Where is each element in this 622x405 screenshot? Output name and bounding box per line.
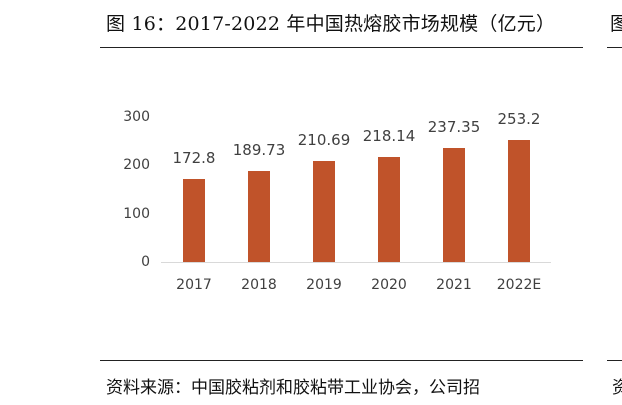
title-rule-right [607, 47, 622, 48]
title-rule [100, 47, 583, 48]
value-label: 189.73 [232, 140, 286, 159]
value-label: 218.14 [362, 127, 416, 146]
bar-2021 [443, 148, 465, 262]
x-tick: 2019 [306, 277, 342, 293]
bar-2022E [508, 140, 530, 262]
bar-2020 [378, 157, 400, 262]
bar-2019 [313, 160, 335, 262]
y-tick: 100 [123, 206, 150, 222]
next-figure-title-fragment: 图 [610, 13, 622, 35]
bar-2017 [183, 179, 205, 262]
x-tick: 2021 [436, 277, 472, 293]
x-tick: 2018 [241, 277, 277, 293]
source-rule-right [607, 360, 622, 361]
next-source-fragment: 资 [612, 378, 622, 398]
x-tick: 2022E [496, 277, 542, 293]
value-label: 172.8 [172, 149, 216, 168]
y-tick: 200 [123, 157, 150, 173]
figure-title: 图 16：2017-2022 年中国热熔胶市场规模（亿元） [106, 13, 556, 35]
x-axis-line [161, 262, 551, 263]
source-note: 资料来源：中国胶粘剂和胶粘带工业协会，公司招 [106, 378, 480, 398]
x-tick: 2020 [371, 277, 407, 293]
x-tick: 2017 [176, 277, 212, 293]
value-label: 237.35 [427, 118, 481, 137]
value-label: 210.69 [297, 130, 351, 149]
value-label: 253.2 [497, 110, 541, 129]
y-tick: 0 [141, 254, 150, 270]
source-rule [100, 360, 583, 361]
bar-2018 [248, 170, 270, 262]
y-tick: 300 [123, 109, 150, 125]
